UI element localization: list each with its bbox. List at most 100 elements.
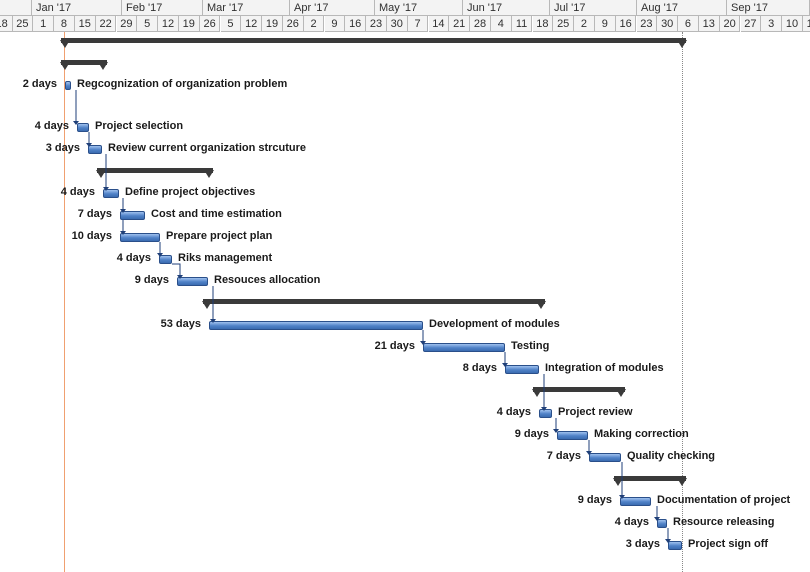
task-duration-label: 7 days — [77, 208, 112, 220]
link-3-4-arrow — [103, 187, 109, 191]
timescale-week: 14 — [428, 16, 450, 32]
timescale-week: 7 — [407, 16, 429, 32]
timescale-week: 27 — [740, 16, 762, 32]
task-duration-label: 4 days — [496, 406, 531, 418]
task-bar[interactable] — [177, 277, 208, 286]
task-bar[interactable] — [88, 145, 102, 154]
timescale-week: 26 — [199, 16, 221, 32]
task-bar[interactable] — [65, 81, 71, 90]
task-bar[interactable] — [209, 321, 423, 330]
link-14-15-arrow — [619, 495, 625, 499]
task-name-label: Cost and time estimation — [151, 208, 282, 220]
phase-3-summary[interactable] — [203, 299, 545, 304]
phase-1-summary-start-cap — [60, 62, 70, 70]
phase-2-summary[interactable] — [97, 168, 213, 173]
phase-4-summary[interactable] — [533, 387, 625, 392]
task-bar[interactable] — [589, 453, 621, 462]
timescale-week: 9 — [594, 16, 616, 32]
task-name-label: Resouces allocation — [214, 274, 321, 286]
task-duration-label: 3 days — [45, 142, 80, 154]
timescale-week: 26 — [282, 16, 304, 32]
phase-4-summary-start-cap — [532, 389, 542, 397]
timescale-week: 5 — [220, 16, 242, 32]
link-4-5-arrow — [120, 209, 126, 213]
timescale-month: Jun '17 — [463, 0, 550, 16]
task-name-label: Prepare project plan — [166, 230, 273, 242]
timescale-week: 30 — [657, 16, 679, 32]
phase-5-summary[interactable] — [614, 476, 686, 481]
task-bar[interactable] — [557, 431, 588, 440]
link-12-13-arrow — [553, 429, 559, 433]
task-bar[interactable] — [539, 409, 552, 418]
timescale-week: 5 — [137, 16, 159, 32]
task-duration-label: 4 days — [116, 252, 151, 264]
task-bar[interactable] — [657, 519, 667, 528]
task-name-label: Project selection — [95, 120, 184, 132]
task-name-label: Development of modules — [429, 318, 560, 330]
phase-3-summary-end-cap — [536, 301, 546, 309]
task-name-label: Documentation of project — [657, 494, 791, 506]
timescale-week: 10 — [782, 16, 803, 32]
timescale-week: 28 — [470, 16, 491, 32]
link-8-9-arrow — [210, 319, 216, 323]
timescale-week: 22 — [95, 16, 117, 32]
phase-2-summary-end-cap — [204, 170, 214, 178]
phase-1-summary[interactable] — [61, 60, 107, 65]
link-7-8 — [172, 263, 181, 276]
task-duration-label: 2 days — [22, 78, 57, 90]
timescale-week: 11 — [511, 16, 533, 32]
timescale-week: 19 — [262, 16, 283, 32]
timescale-week: 19 — [178, 16, 200, 32]
task-duration-label: 10 days — [71, 230, 112, 242]
task-duration-label: 4 days — [34, 120, 69, 132]
timescale-week: 25 — [553, 16, 575, 32]
deadline-line — [682, 32, 683, 572]
project-summary[interactable] — [61, 38, 686, 43]
task-name-label: Testing — [511, 340, 550, 352]
timescale-week: 12 — [158, 16, 179, 32]
timescale-week: 3 — [761, 16, 783, 32]
link-1-2-arrow — [73, 121, 79, 125]
project-summary-end-cap — [677, 40, 687, 48]
task-bar[interactable] — [120, 211, 145, 220]
timescale-week: 6 — [678, 16, 699, 32]
phase-5-summary-end-cap — [677, 478, 687, 486]
timescale-week: 2 — [574, 16, 595, 32]
link-2-3-arrow — [86, 143, 92, 147]
task-bar[interactable] — [505, 365, 539, 374]
project-summary-start-cap — [60, 40, 70, 48]
phase-5-summary-start-cap — [613, 478, 623, 486]
task-bar[interactable] — [120, 233, 160, 242]
task-bar[interactable] — [159, 255, 172, 264]
timescale-week: 8 — [54, 16, 75, 32]
task-bar[interactable] — [620, 497, 651, 506]
link-5-6-arrow — [120, 231, 126, 235]
task-duration-label: 53 days — [160, 318, 201, 330]
task-name-label: Project review — [558, 406, 633, 418]
phase-1-summary-end-cap — [98, 62, 108, 70]
timescale-month: Mar '17 — [203, 0, 290, 16]
link-13-14-arrow — [586, 451, 592, 455]
timescale-week: 30 — [386, 16, 408, 32]
task-bar[interactable] — [668, 541, 682, 550]
timescale-month: Aug '17 — [637, 0, 727, 16]
timescale-week: 15 — [74, 16, 96, 32]
link-6-7-arrow — [157, 253, 163, 257]
timescale-week: 1 — [33, 16, 55, 32]
phase-4-summary-end-cap — [616, 389, 626, 397]
task-bar[interactable] — [77, 123, 89, 132]
timescale-week: 9 — [324, 16, 346, 32]
task-name-label: Define project objectives — [125, 186, 256, 198]
task-name-label: Integration of modules — [545, 362, 664, 374]
timescale-month: Feb '17 — [122, 0, 203, 16]
timescale-week: 18 — [532, 16, 554, 32]
task-name-label: Making correction — [594, 428, 689, 440]
link-9-10-arrow — [420, 341, 426, 345]
task-bar[interactable] — [423, 343, 505, 352]
timescale-week: 23 — [636, 16, 658, 32]
timescale-month: Sep '17 — [727, 0, 810, 16]
task-bar[interactable] — [103, 189, 119, 198]
link-16-17-arrow — [665, 539, 671, 543]
timescale-week: 13 — [698, 16, 720, 32]
